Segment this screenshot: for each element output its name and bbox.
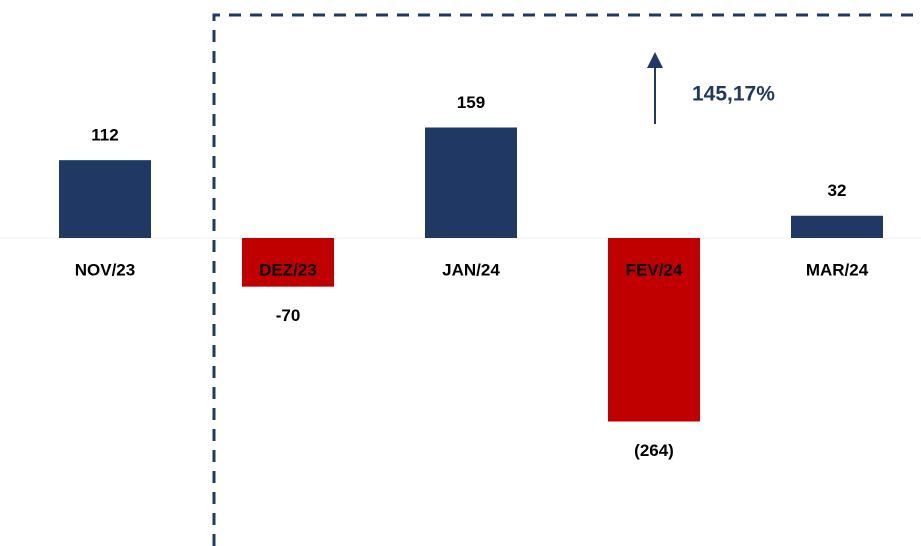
value-label: 112 [91, 126, 118, 145]
bar [59, 160, 151, 238]
bar [608, 238, 700, 422]
bar [242, 238, 334, 287]
value-label: -70 [276, 306, 301, 325]
category-label: MAR/24 [806, 260, 869, 279]
bar [425, 127, 517, 238]
highlight-box [212, 13, 921, 546]
annotation: 145,17% [692, 83, 775, 106]
category-label: FEV/24 [626, 260, 683, 279]
arrow-head [647, 52, 663, 68]
category-label: NOV/23 [75, 260, 135, 279]
bar [791, 215, 883, 238]
category-label: JAN/24 [442, 260, 500, 279]
value-label: (264) [634, 441, 674, 460]
category-label: DEZ/23 [259, 260, 317, 279]
value-label: 159 [457, 93, 485, 112]
value-label: 32 [828, 181, 847, 200]
